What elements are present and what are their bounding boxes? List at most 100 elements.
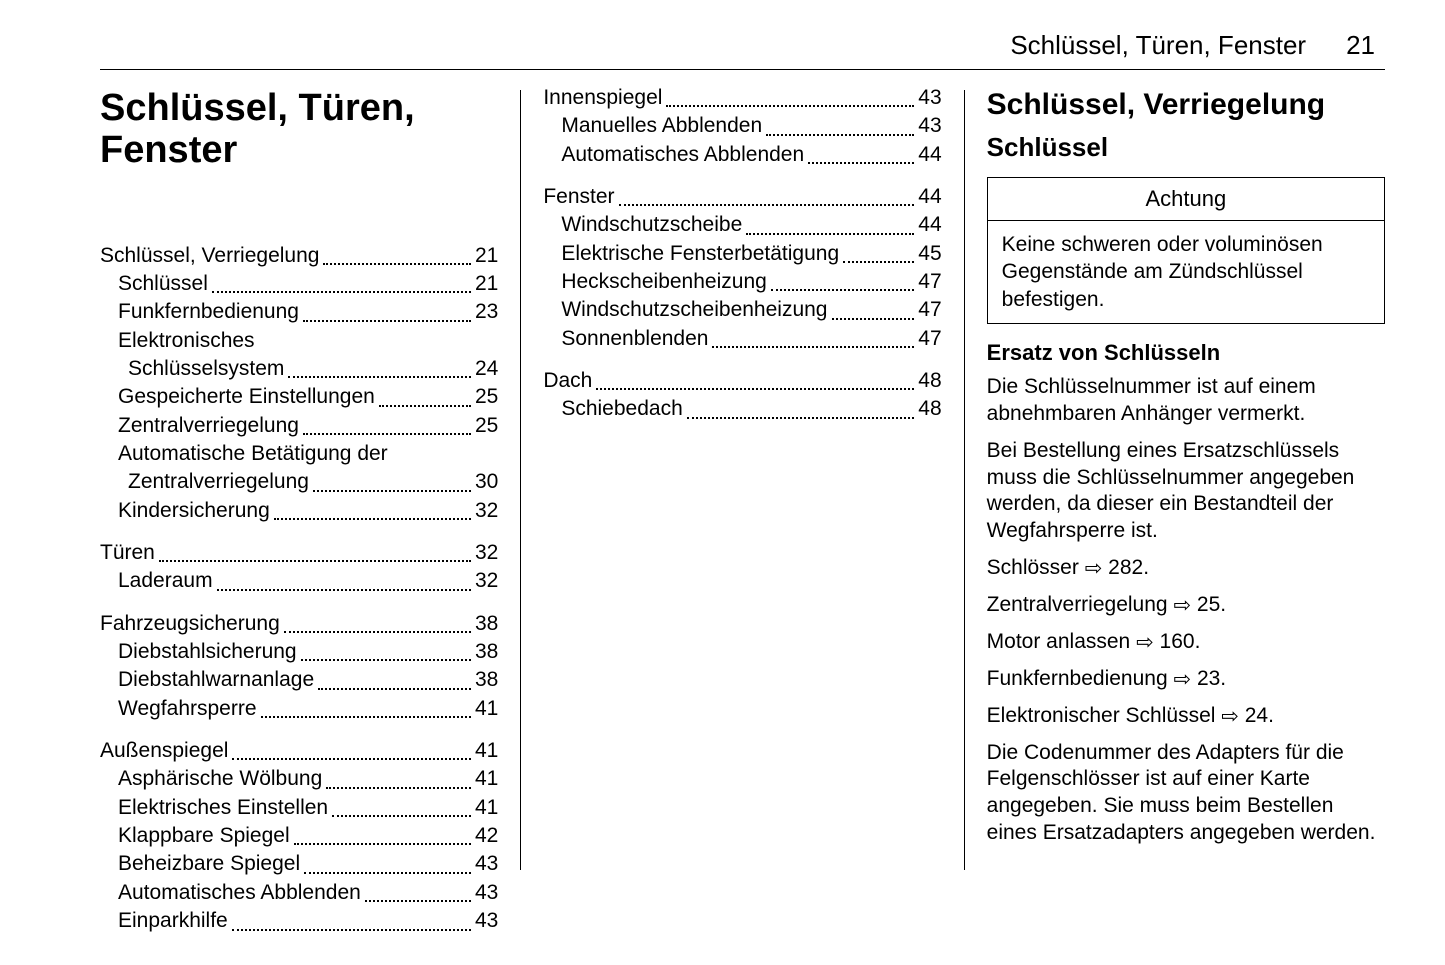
toc-leader-dots [712, 346, 914, 348]
toc-leader-dots [832, 318, 915, 320]
toc-entry: Diebstahlwarnanlage38 [100, 666, 498, 694]
toc-page: 43 [918, 112, 941, 140]
toc-label: Kindersicherung [118, 497, 270, 525]
warning-box: Achtung Keine schweren oder voluminö­sen… [987, 177, 1385, 324]
toc-page: 25 [475, 383, 498, 411]
toc-label: Schlüsselsystem [128, 355, 284, 383]
toc-label: Zentralverriegelung [118, 412, 299, 440]
toc-page: 43 [475, 850, 498, 878]
toc-label: Zentralverriegelung [128, 468, 309, 496]
toc-label: Automatische Betätigung der [118, 440, 388, 468]
toc-label: Elektrische Fensterbetätigung [561, 240, 839, 268]
toc-label: Heckscheibenheizung [561, 268, 766, 296]
toc-entry: Elektronisches [100, 327, 498, 355]
toc-column-1: Schlüssel, Verriegelung21Schlüssel21Funk… [100, 242, 498, 936]
toc-page: 44 [918, 141, 941, 169]
toc-page: 43 [475, 907, 498, 935]
ref-page: 23 [1197, 667, 1220, 690]
toc-leader-dots [596, 388, 914, 390]
toc-entry: Dach48 [543, 367, 941, 395]
toc-page: 21 [475, 270, 498, 298]
toc-label: Elektronisches [118, 327, 255, 355]
toc-leader-dots [288, 376, 471, 378]
toc-leader-dots [274, 518, 471, 520]
toc-label: Fahrzeugsicherung [100, 610, 280, 638]
toc-page: 42 [475, 822, 498, 850]
toc-entry: Automatische Betätigung der [100, 440, 498, 468]
sub-heading: Ersatz von Schlüsseln [987, 340, 1385, 366]
toc-leader-dots [808, 162, 914, 164]
toc-page: 38 [475, 610, 498, 638]
toc-leader-dots [304, 872, 471, 874]
toc-leader-dots [843, 261, 914, 263]
toc-leader-dots [303, 433, 471, 435]
ref-text: Zentralverriegelung [987, 593, 1168, 616]
toc-entry: Fenster44 [543, 183, 941, 211]
toc-label: Sonnenblenden [561, 325, 708, 353]
toc-entry: Einparkhilfe43 [100, 907, 498, 935]
content-columns: Schlüssel, Türen,Fenster Schlüssel, Verr… [100, 84, 1385, 924]
toc-entry: Gespeicherte Einstellungen 25 [100, 383, 498, 411]
toc-entry-cont: Zentralverriegelung30 [100, 468, 498, 496]
toc-leader-dots [303, 320, 471, 322]
toc-page: 43 [475, 879, 498, 907]
toc-entry: Außenspiegel41 [100, 737, 498, 765]
toc-leader-dots [159, 560, 471, 562]
reference-arrow-icon: ⇨ [1136, 630, 1154, 657]
reference-arrow-icon: ⇨ [1173, 667, 1191, 694]
toc-group: Schlüssel, Verriegelung21Schlüssel21Funk… [100, 242, 498, 525]
toc-page: 38 [475, 666, 498, 694]
toc-label: Klappbare Spiegel [118, 822, 290, 850]
column-1: Schlüssel, Türen,Fenster Schlüssel, Verr… [100, 84, 520, 924]
toc-label: Gespeicherte Einstellungen [118, 383, 375, 411]
toc-entry: Innenspiegel43 [543, 84, 941, 112]
warning-title: Achtung [988, 178, 1384, 221]
toc-group: Fahrzeugsicherung38Diebstahlsicherung38D… [100, 610, 498, 723]
toc-page: 47 [918, 325, 941, 353]
toc-label: Beheizbare Spiegel [118, 850, 300, 878]
toc-label: Dach [543, 367, 592, 395]
toc-entry: Fahrzeugsicherung 38 [100, 610, 498, 638]
section-heading-1: Schlüssel, Verriegelung [987, 88, 1385, 122]
toc-page: 47 [918, 268, 941, 296]
header-page-number: 21 [1346, 30, 1375, 61]
toc-page: 32 [475, 567, 498, 595]
toc-label: Windschutzscheibenheizung [561, 296, 827, 324]
cross-reference: Elektronischer Schlüssel ⇨ 24. [987, 703, 1385, 730]
reference-arrow-icon: ⇨ [1085, 556, 1103, 583]
toc-leader-dots [365, 900, 471, 902]
toc-page: 41 [475, 695, 498, 723]
toc-entry: Heckscheibenheizung 47 [543, 268, 941, 296]
toc-page: 23 [475, 298, 498, 326]
toc-entry: Automatisches Abblenden44 [543, 141, 941, 169]
toc-entry: Schlüssel, Verriegelung21 [100, 242, 498, 270]
ref-page: 160 [1160, 630, 1195, 653]
manual-page: Schlüssel, Türen, Fenster 21 Schlüssel, … [0, 0, 1445, 965]
toc-entry: Elektrische Fensterbetätigung45 [543, 240, 941, 268]
toc-group: Außenspiegel41Asphärische Wölbung41Elekt… [100, 737, 498, 935]
toc-leader-dots [619, 204, 915, 206]
toc-leader-dots [294, 843, 471, 845]
toc-label: Elektrisches Einstellen [118, 794, 328, 822]
page-header: Schlüssel, Türen, Fenster 21 [100, 30, 1385, 70]
toc-leader-dots [379, 405, 471, 407]
ref-text: Elektronischer Schlüssel [987, 704, 1216, 727]
toc-leader-dots [313, 490, 471, 492]
toc-entry: Sonnenblenden 47 [543, 325, 941, 353]
ref-text: Funkfernbedienung [987, 667, 1168, 690]
toc-entry: Beheizbare Spiegel 43 [100, 850, 498, 878]
toc-entry: Kindersicherung32 [100, 497, 498, 525]
toc-entry: Automatisches Abblenden43 [100, 879, 498, 907]
section-heading-2: Schlüssel [987, 132, 1385, 163]
toc-page: 44 [918, 183, 941, 211]
toc-label: Windschutzscheibe [561, 211, 742, 239]
reference-arrow-icon: ⇨ [1173, 593, 1191, 620]
toc-label: Manuelles Abblenden [561, 112, 762, 140]
toc-entry: Schiebedach48 [543, 395, 941, 423]
toc-entry: Funkfernbedienung23 [100, 298, 498, 326]
toc-label: Schlüssel [118, 270, 208, 298]
toc-page: 38 [475, 638, 498, 666]
toc-leader-dots [666, 105, 914, 107]
toc-leader-dots [746, 233, 914, 235]
toc-page: 21 [475, 242, 498, 270]
